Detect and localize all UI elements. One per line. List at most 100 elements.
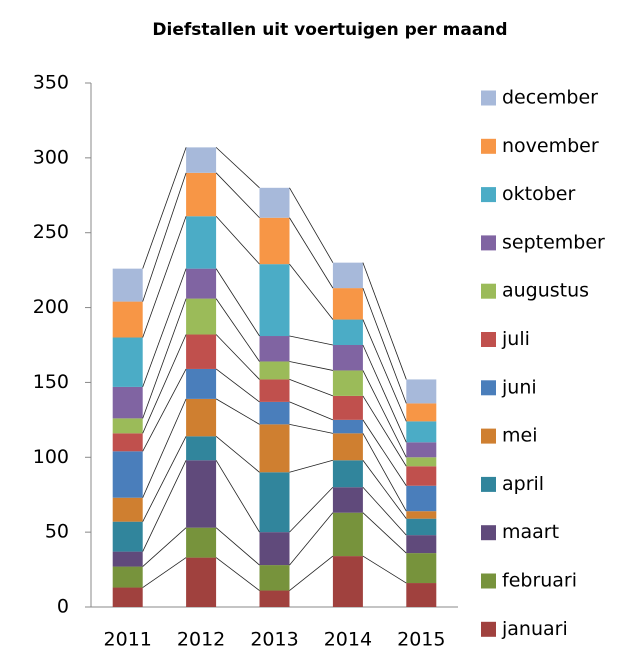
x-tick-label: 2013 — [250, 629, 298, 651]
bar-segment — [112, 497, 143, 522]
series-line — [142, 368, 187, 452]
bar-segment — [186, 334, 217, 369]
series-line — [142, 436, 187, 522]
bar-segment — [332, 262, 363, 289]
x-tick-label: 2014 — [324, 629, 372, 651]
series-line — [362, 419, 407, 486]
series-line — [289, 555, 334, 591]
series-line — [215, 172, 260, 219]
series-line — [215, 334, 260, 380]
series-line — [215, 268, 260, 337]
legend-swatch — [481, 621, 496, 637]
series-line — [142, 527, 187, 567]
series-line — [362, 287, 407, 404]
bar-segment — [186, 460, 217, 528]
bar-segment — [112, 418, 143, 434]
bar-segment — [259, 565, 290, 591]
legend-swatch — [481, 90, 496, 106]
bar-segment — [332, 433, 363, 461]
bar-segment — [406, 442, 437, 458]
bar-segment — [112, 551, 143, 567]
legend-swatch — [481, 573, 496, 589]
y-tick-label: 100 — [33, 446, 69, 468]
bar-segment — [259, 361, 290, 380]
legend-label: februari — [502, 570, 577, 592]
y-tick-label: 150 — [33, 371, 69, 393]
bar-segment — [186, 298, 217, 335]
legend-label: december — [502, 87, 598, 109]
legend-label: augustus — [502, 280, 589, 302]
bar-segment — [406, 553, 437, 584]
series-line — [142, 216, 187, 338]
bar-segment — [406, 511, 437, 519]
series-line — [362, 555, 407, 584]
y-tick-label: 0 — [57, 596, 69, 618]
bar-segment — [406, 466, 437, 486]
x-tick-label: 2015 — [397, 629, 445, 651]
series-line — [215, 527, 260, 566]
legend-label: mei — [502, 425, 537, 447]
bar-segment — [186, 268, 217, 299]
bar-segment — [332, 319, 363, 345]
bar-segment — [259, 217, 290, 265]
legend-swatch — [481, 187, 496, 203]
bar-segment — [112, 386, 143, 419]
legend-swatch — [481, 138, 496, 154]
bar-segment — [186, 216, 217, 269]
bar-segment — [112, 301, 143, 338]
legend-label: september — [502, 231, 605, 253]
series-line — [215, 460, 260, 533]
legend-swatch — [481, 332, 496, 347]
bar-segment — [259, 424, 290, 473]
series-line — [215, 436, 260, 473]
series-line — [142, 298, 187, 419]
y-tick-label: 200 — [33, 296, 69, 318]
bar-segment — [332, 556, 363, 607]
bar-segment — [186, 436, 217, 461]
bar-segment — [186, 172, 217, 217]
legend-swatch — [481, 235, 496, 251]
bar-segment — [406, 379, 437, 404]
series-line — [142, 460, 187, 552]
y-tick-label: 300 — [33, 146, 69, 168]
x-tick-label: 2012 — [177, 629, 225, 651]
bar-segment — [406, 518, 437, 536]
bar-segment — [112, 451, 143, 498]
y-tick-label: 350 — [33, 72, 69, 94]
bar-segment — [406, 485, 437, 512]
series-line — [289, 361, 333, 371]
bar-segment — [112, 337, 143, 387]
legend-swatch — [481, 428, 496, 444]
series-line — [362, 512, 407, 554]
series-line — [362, 460, 407, 519]
series-line — [362, 433, 407, 512]
series-line — [142, 147, 187, 269]
series-line — [289, 486, 334, 533]
series-line — [142, 557, 187, 588]
legend-label: januari — [501, 618, 568, 640]
legend-label: oktober — [502, 183, 575, 205]
legend-swatch — [481, 476, 496, 492]
series-line — [289, 423, 333, 434]
bar-segment — [259, 336, 290, 362]
bar-segment — [186, 147, 217, 173]
series-line — [142, 268, 187, 388]
bar-segment — [406, 583, 437, 607]
legend-swatch — [481, 525, 496, 541]
series-line — [362, 344, 407, 443]
series-line — [289, 459, 334, 473]
bar-segment — [259, 379, 290, 402]
series-line — [289, 401, 334, 421]
bar-segment — [332, 419, 363, 434]
series-line — [215, 147, 260, 189]
bar-segment — [332, 460, 363, 488]
bar-segment — [112, 433, 143, 452]
bar-segment — [112, 268, 143, 302]
series-line — [362, 262, 407, 380]
series-line — [289, 335, 333, 346]
bar-segment — [186, 557, 217, 607]
bar-segment — [406, 535, 437, 554]
bar-segment — [112, 587, 143, 607]
bar-segment — [332, 512, 363, 557]
